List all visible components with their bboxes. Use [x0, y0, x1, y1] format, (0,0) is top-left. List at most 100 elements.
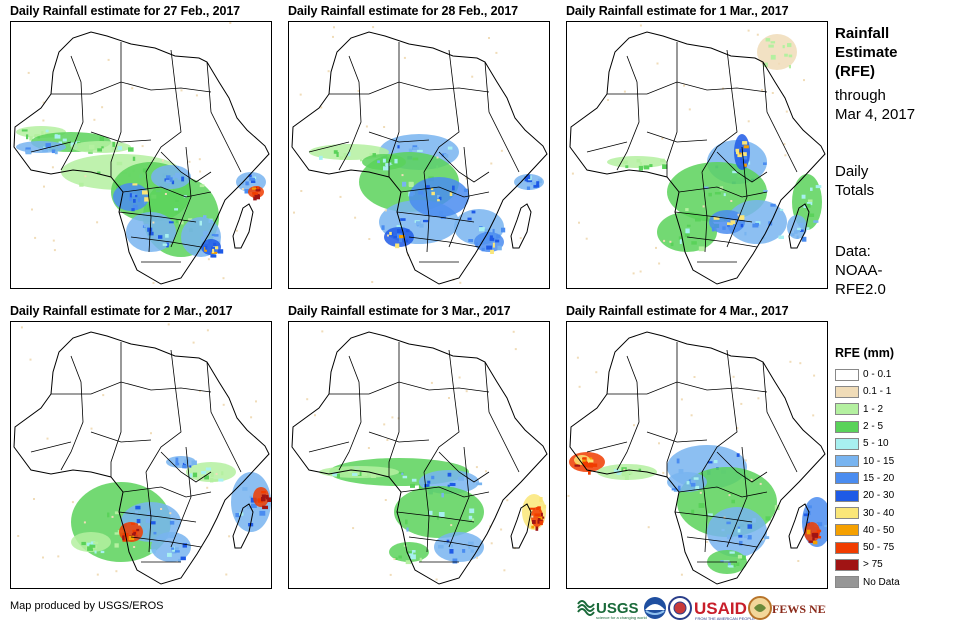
data-source: Data: NOAA- RFE2.0: [835, 242, 886, 299]
rainfall-panel-2: Daily Rainfall estimate for 28 Feb., 201…: [288, 4, 550, 289]
legend-item: 0.1 - 1: [835, 383, 900, 400]
legend-item: 30 - 40: [835, 504, 900, 521]
legend-item: 15 - 20: [835, 470, 900, 487]
legend-item: 10 - 15: [835, 452, 900, 469]
legend-swatch: [835, 420, 859, 433]
fewsnet-logo-text: FEWS NET: [772, 602, 826, 616]
country-borders: [30, 42, 242, 263]
legend-item: 50 - 75: [835, 539, 900, 556]
legend-label: 0 - 0.1: [863, 369, 892, 381]
fewsnet-logo: FEWS NET: [748, 596, 826, 620]
panel-title: Daily Rainfall estimate for 1 Mar., 2017: [566, 4, 789, 18]
rainfall-map-graphic: [13, 323, 271, 585]
legend-item: > 75: [835, 556, 900, 573]
legend-swatch: [835, 541, 859, 554]
legend-swatch: [835, 472, 859, 485]
legend-label: 10 - 15: [863, 455, 895, 467]
legend-item: 0 - 0.1: [835, 366, 900, 383]
panel-title: Daily Rainfall estimate for 2 Mar., 2017: [10, 304, 233, 318]
rfe-legend: RFE (mm) 0 - 0.1 0.1 - 1 1 - 2 2 - 5 5 - 10 1…: [835, 346, 900, 591]
rainfall-map-graphic: [569, 24, 826, 285]
africa-coastline: [291, 31, 548, 285]
madagascar-coastline: [510, 203, 532, 249]
legend-swatch: [835, 576, 859, 589]
partner-logos: USGS science for a changing world USAID …: [577, 596, 826, 621]
country-borders: [308, 42, 520, 263]
rainfall-field: [567, 356, 827, 576]
legend-label: No Data: [863, 576, 900, 588]
madagascar-coastline: [788, 203, 810, 249]
madagascar-coastline: [510, 503, 532, 549]
usaid-seal: [668, 596, 692, 620]
country-borders: [586, 342, 798, 563]
legend-item: No Data: [835, 574, 900, 591]
product-title-line: Rainfall: [835, 25, 890, 42]
legend-label: 1 - 2: [863, 403, 884, 415]
rainfall-field: [293, 26, 544, 284]
legend-swatch: [835, 403, 859, 416]
africa-rainfall-map: [288, 321, 550, 589]
usgs-logo: USGS science for a changing world: [577, 600, 647, 620]
country-borders: [586, 42, 798, 263]
legend-items: 0 - 0.1 0.1 - 1 1 - 2 2 - 5 5 - 10 10 - 15 15 …: [835, 366, 900, 591]
legend-swatch: [835, 385, 859, 398]
product-title: Rainfall Estimate (RFE): [835, 24, 898, 81]
totals-note-line: Daily: [835, 163, 869, 180]
africa-coastline: [13, 31, 270, 285]
rainfall-map-graphic: [567, 331, 827, 585]
legend-label: 2 - 5: [863, 421, 884, 433]
rainfall-map-graphic: [291, 330, 548, 585]
legend-swatch: [835, 524, 859, 537]
legend-swatch: [835, 507, 859, 520]
legend-swatch: [835, 368, 859, 381]
legend-label: 30 - 40: [863, 507, 895, 519]
panel-title: Daily Rainfall estimate for 27 Feb., 201…: [10, 4, 241, 18]
through-date-line: Mar 4, 2017: [835, 106, 916, 123]
madagascar-coastline: [232, 503, 254, 549]
country-borders: [308, 342, 520, 563]
legend-item: 5 - 10: [835, 435, 900, 452]
totals-note-line: Totals: [835, 182, 875, 199]
legend-label: 20 - 30: [863, 490, 895, 502]
panel-title: Daily Rainfall estimate for 28 Feb., 201…: [288, 4, 519, 18]
legend-title: RFE (mm): [835, 346, 895, 360]
legend-swatch: [835, 455, 859, 468]
data-source-line: RFE2.0: [835, 281, 886, 298]
rainfall-panel-4: Daily Rainfall estimate for 2 Mar., 2017: [10, 304, 272, 589]
totals-note: Daily Totals: [835, 162, 874, 200]
africa-coastline: [13, 331, 270, 585]
africa-rainfall-map: [10, 321, 272, 589]
legend-label: 5 - 10: [863, 438, 889, 450]
legend-swatch: [835, 489, 859, 502]
legend-item: 2 - 5: [835, 418, 900, 435]
usaid-logo-text: USAID: [694, 599, 747, 618]
product-title-line: (RFE): [835, 63, 875, 80]
africa-coastline: [291, 331, 548, 585]
rainfall-panel-6: Daily Rainfall estimate for 4 Mar., 2017: [566, 304, 828, 589]
rainfall-map-graphic: [291, 26, 548, 285]
svg-text:science for a changing world: science for a changing world: [596, 615, 647, 620]
legend-label: > 75: [863, 559, 883, 571]
usgs-logo-text: USGS: [596, 600, 639, 617]
through-date-line: through: [835, 87, 886, 104]
legend-item: 1 - 2: [835, 401, 900, 418]
panel-title: Daily Rainfall estimate for 3 Mar., 2017: [288, 304, 511, 318]
panel-title: Daily Rainfall estimate for 4 Mar., 2017: [566, 304, 789, 318]
legend-swatch: [835, 437, 859, 450]
legend-swatch: [835, 558, 859, 571]
legend-item: 20 - 30: [835, 487, 900, 504]
africa-rainfall-map: [566, 321, 828, 589]
usaid-logo: USAID FROM THE AMERICAN PEOPLE: [694, 599, 755, 621]
africa-coastline: [569, 331, 826, 585]
rainfall-panel-3: Daily Rainfall estimate for 1 Mar., 2017: [566, 4, 828, 289]
africa-rainfall-map: [10, 21, 272, 289]
africa-rainfall-map: [566, 21, 828, 289]
product-title-line: Estimate: [835, 44, 898, 61]
africa-rainfall-map: [288, 21, 550, 289]
rainfall-field: [16, 22, 266, 284]
africa-coastline: [569, 31, 826, 285]
rainfall-field: [571, 24, 822, 275]
rainfall-map-graphic: [13, 22, 270, 285]
map-credit: Map produced by USGS/EROS: [10, 600, 164, 612]
madagascar-coastline: [232, 203, 254, 249]
